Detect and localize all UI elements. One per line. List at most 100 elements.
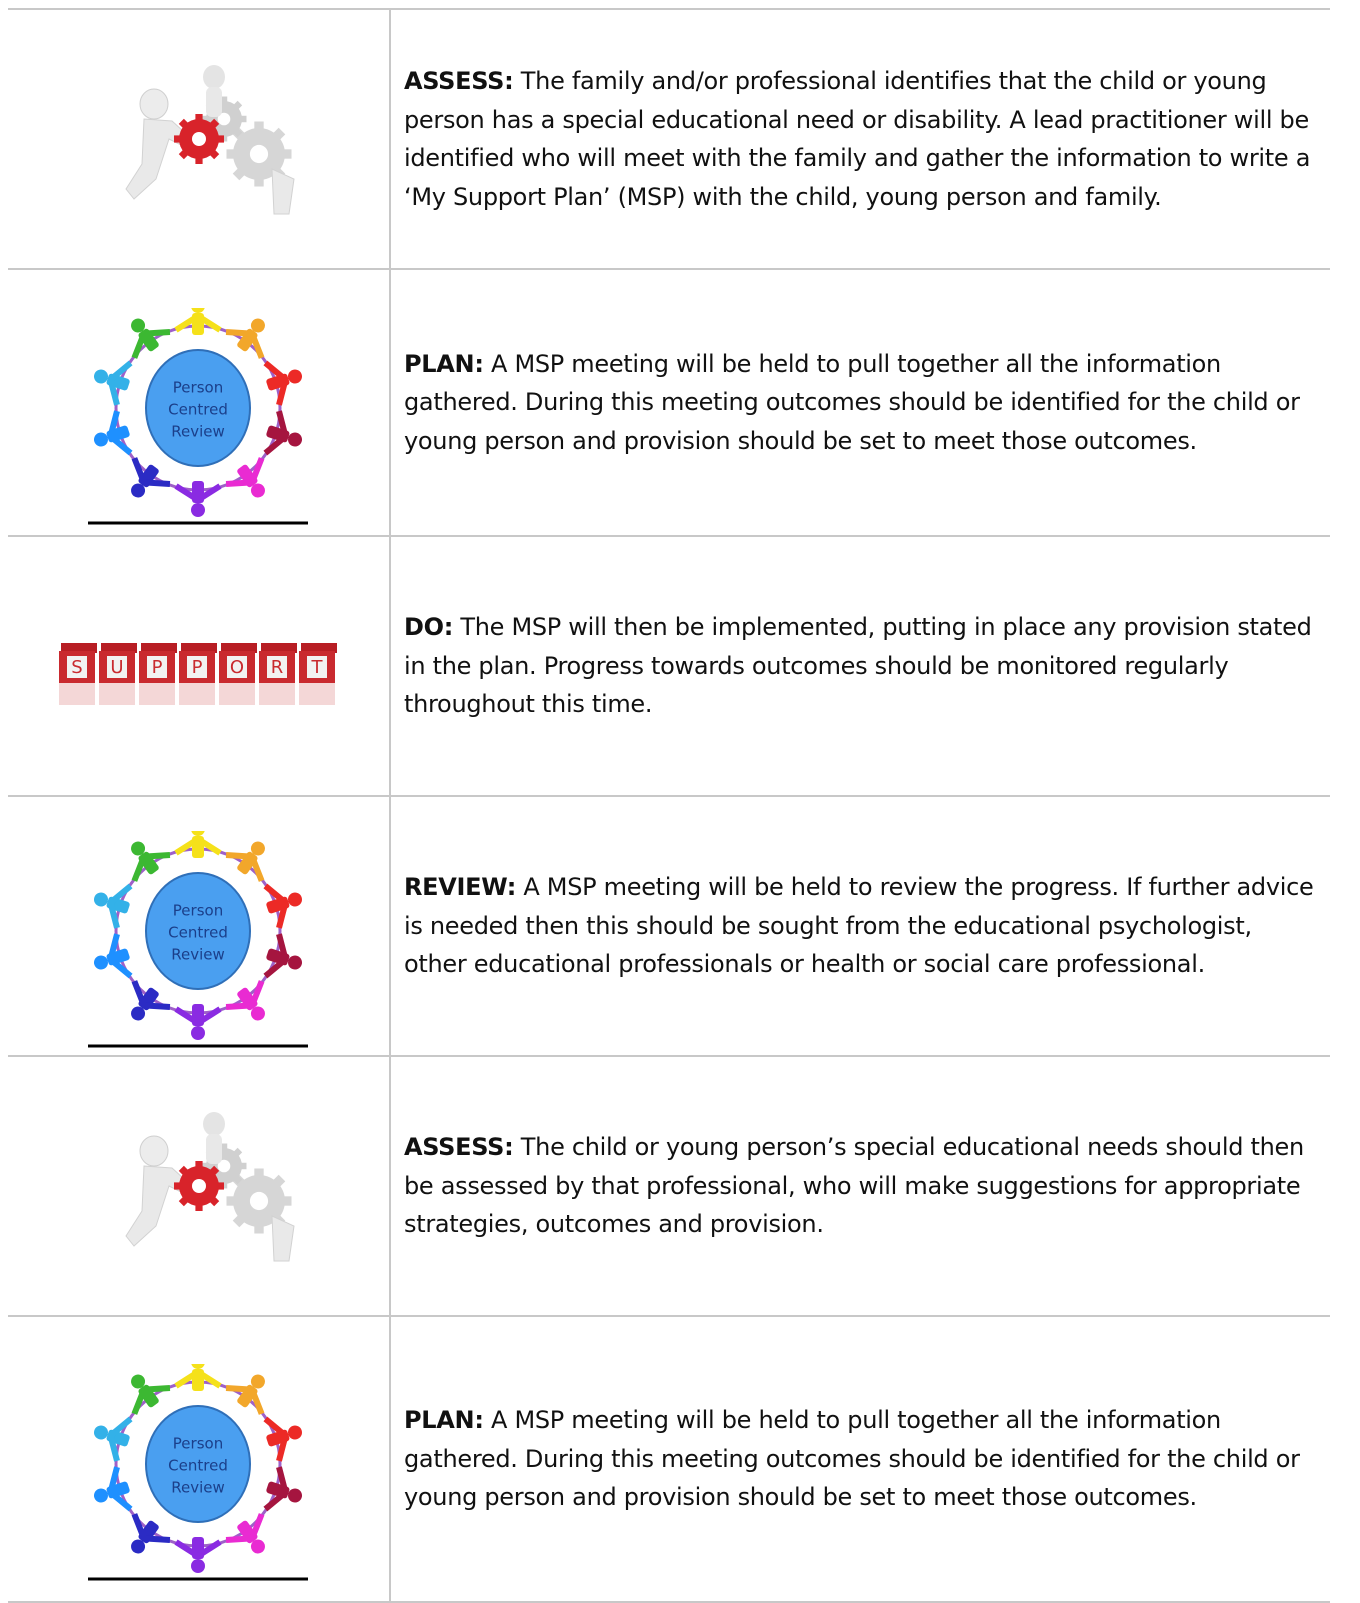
head <box>130 841 145 856</box>
head <box>250 841 265 856</box>
figure-head <box>139 1135 168 1167</box>
person-figure <box>262 933 302 979</box>
gear-hole <box>249 1191 268 1211</box>
gears-image <box>124 1112 295 1262</box>
head <box>287 955 302 970</box>
cube-face <box>106 656 127 678</box>
arms <box>262 1466 289 1512</box>
arms <box>262 1416 289 1462</box>
head <box>130 1374 145 1389</box>
arms <box>262 883 289 929</box>
figure-head <box>202 1112 225 1136</box>
cube-reflection <box>98 683 135 705</box>
icon-cell: Person Centred Review <box>8 270 391 535</box>
person-figure <box>262 883 302 929</box>
cube-face <box>306 656 327 678</box>
center-oval <box>144 348 251 467</box>
person-figure <box>93 409 133 455</box>
paragraph: REVIEW: A MSP meeting will be held to re… <box>404 868 1316 984</box>
image-text: Review <box>171 1479 225 1497</box>
gear-hole <box>191 132 206 146</box>
icon-cell: Person Centred Review <box>8 797 391 1055</box>
head <box>250 483 265 498</box>
paragraph: DO: The MSP will then be implemented, pu… <box>404 608 1316 724</box>
text-cell: PLAN: A MSP meeting will be held to pull… <box>391 1317 1330 1601</box>
body-text: The child or young person’s special educ… <box>404 1133 1304 1239</box>
heading: PLAN: <box>404 1406 484 1435</box>
head <box>250 1539 265 1554</box>
cube-letter: S <box>71 657 82 678</box>
head <box>287 368 302 383</box>
body-text: A MSP meeting will be held to pull toget… <box>404 349 1300 455</box>
image-text: Centred <box>168 400 228 418</box>
arms <box>262 409 289 455</box>
arms <box>173 1539 222 1560</box>
arms <box>225 328 264 359</box>
table-row: ASSESS: The family and/or professional i… <box>8 10 1330 270</box>
gear-hole <box>249 144 268 164</box>
icon <box>124 65 295 215</box>
image-text: Centred <box>168 1457 228 1475</box>
head <box>287 1488 302 1503</box>
person-figure <box>225 317 265 359</box>
figure-body <box>270 168 295 215</box>
arms <box>106 1416 133 1462</box>
center-oval <box>144 872 251 990</box>
cube-top <box>260 643 297 653</box>
head <box>250 1006 265 1021</box>
head <box>130 317 145 332</box>
center-oval <box>144 1405 251 1523</box>
icon-cell <box>8 10 391 268</box>
arms <box>131 328 170 359</box>
arms <box>262 933 289 979</box>
cube-top <box>100 643 137 653</box>
person-figure <box>173 1364 222 1391</box>
icon: Person Centred Review <box>87 1364 308 1581</box>
arms <box>131 851 170 882</box>
head <box>250 317 265 332</box>
arms <box>131 456 170 487</box>
head <box>287 1425 302 1440</box>
table-row: Person Centred Review PLAN: A MSP meeting w… <box>8 1317 1330 1603</box>
cube-top <box>180 643 217 653</box>
figure-body <box>205 1134 222 1164</box>
cube-reflection <box>58 683 95 705</box>
heading: REVIEW: <box>404 873 517 902</box>
person-centred-review-image: Person Centred Review <box>87 1364 308 1581</box>
gear-hole <box>191 1179 206 1193</box>
cube-face <box>266 656 287 678</box>
arms <box>106 409 133 455</box>
person-figure <box>130 841 170 882</box>
cube-top <box>60 643 97 653</box>
head <box>190 307 205 313</box>
arms <box>173 1006 222 1027</box>
person-centred-review-image: Person Centred Review <box>87 831 308 1048</box>
cube-face <box>66 656 87 678</box>
figure-body <box>270 1215 295 1262</box>
person-figure <box>262 409 302 455</box>
cube-face <box>146 656 167 678</box>
arms <box>173 835 222 856</box>
head <box>190 1559 205 1573</box>
person-figure <box>93 1466 133 1512</box>
person-figure <box>173 1537 222 1573</box>
heading: ASSESS: <box>404 67 514 95</box>
person-centred-review-image: Person Centred Review <box>87 307 308 524</box>
person-figure <box>130 980 170 1021</box>
body-text: The family and/or professional identifie… <box>404 67 1311 211</box>
gear-hole <box>217 112 230 126</box>
person-figure <box>262 1416 302 1462</box>
cube-top <box>220 643 257 653</box>
cube-letter: P <box>191 657 202 678</box>
table-row: Person Centred Review REVIEW: A MSP meeting… <box>8 797 1330 1057</box>
person-figure <box>225 1374 265 1415</box>
person-figure <box>130 1513 170 1554</box>
cube-face <box>186 656 207 678</box>
process-table: ASSESS: The family and/or professional i… <box>8 8 1330 1603</box>
head <box>287 892 302 907</box>
head <box>190 831 205 836</box>
arms <box>131 1513 170 1544</box>
person-figure <box>93 1416 133 1462</box>
